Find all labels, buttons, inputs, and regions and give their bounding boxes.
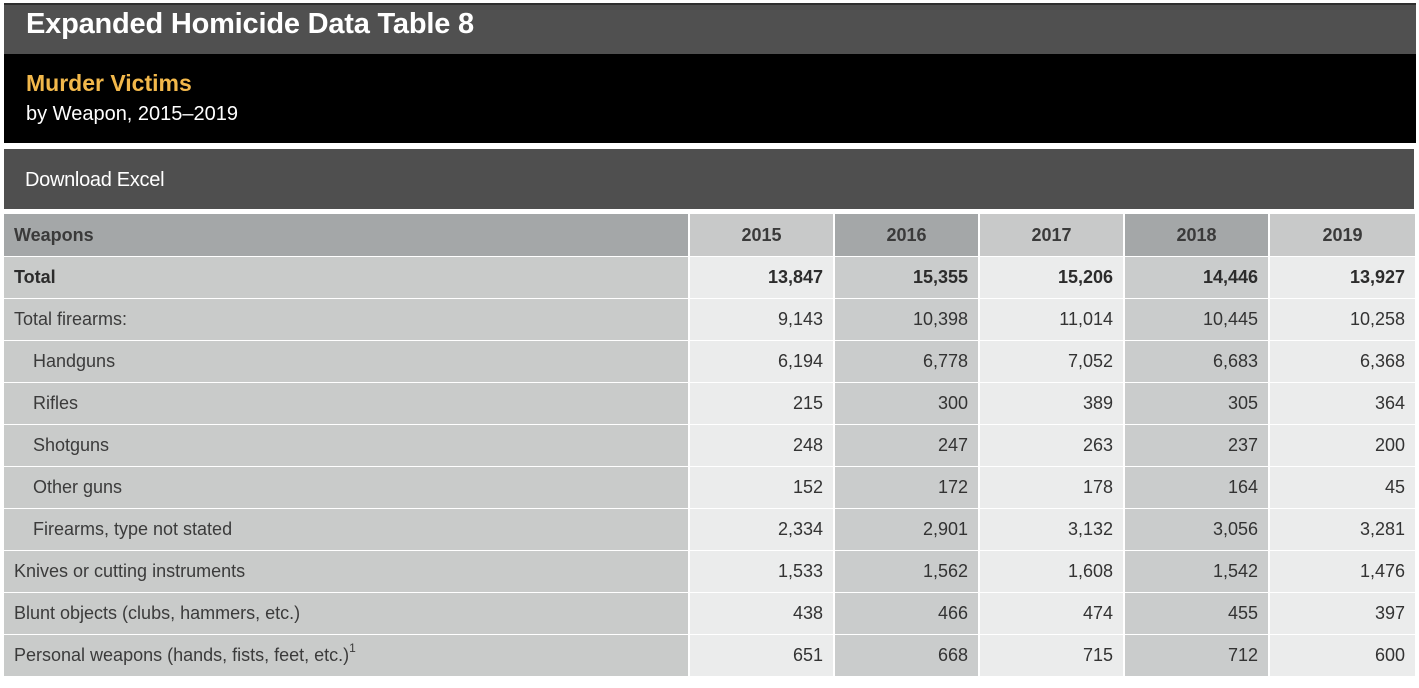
row-label-text: Knives or cutting instruments xyxy=(14,561,246,581)
table-row: Handguns 6,194 6,778 7,052 6,683 6,368 xyxy=(4,341,1415,383)
table-cell: 13,847 xyxy=(690,257,835,299)
table-cell: 668 xyxy=(835,635,980,677)
page-title: Expanded Homicide Data Table 8 xyxy=(26,8,474,40)
weapons-table: Weapons 2015 2016 2017 2018 2019 Total 13… xyxy=(4,214,1415,677)
footnote-marker: 1 xyxy=(349,641,356,655)
row-label-text: Total xyxy=(14,267,56,287)
table-cell: 45 xyxy=(1270,467,1415,509)
row-label: Firearms, type not stated xyxy=(4,509,690,551)
subtitle-box: Murder Victims by Weapon, 2015–2019 xyxy=(4,54,1416,143)
column-header-year[interactable]: 2015 xyxy=(690,214,835,257)
table-subtitle-detail: by Weapon, 2015–2019 xyxy=(26,103,239,125)
table-cell: 438 xyxy=(690,593,835,635)
table-cell: 1,542 xyxy=(1125,551,1270,593)
table-cell: 15,355 xyxy=(835,257,980,299)
table-cell: 152 xyxy=(690,467,835,509)
row-label: Total xyxy=(4,257,690,299)
table-cell: 248 xyxy=(690,425,835,467)
table-cell: 1,608 xyxy=(980,551,1125,593)
table-row: Total firearms: 9,143 10,398 11,014 10,445 10… xyxy=(4,299,1415,341)
row-label-text: Shotguns xyxy=(33,435,110,455)
table-row: Rifles 215 300 389 305 364 xyxy=(4,383,1415,425)
column-header-year[interactable]: 2017 xyxy=(980,214,1125,257)
table-cell: 3,056 xyxy=(1125,509,1270,551)
table-row: Knives or cutting instruments 1,533 1,562 1… xyxy=(4,551,1415,593)
table-cell: 2,901 xyxy=(835,509,980,551)
row-label: Personal weapons (hands, fists, feet, et… xyxy=(4,635,690,677)
row-label-text: Blunt objects (clubs, hammers, etc.) xyxy=(14,603,301,623)
row-label-text: Handguns xyxy=(33,351,116,371)
table-row: Blunt objects (clubs, hammers, etc.) 438 4… xyxy=(4,593,1415,635)
table-row: Personal weapons (hands, fists, feet, et… xyxy=(4,635,1415,677)
table-cell: 1,562 xyxy=(835,551,980,593)
row-label: Other guns xyxy=(4,467,690,509)
row-label-text: Personal weapons (hands, fists, feet, et… xyxy=(14,645,350,665)
table-cell: 6,683 xyxy=(1125,341,1270,383)
row-label-text: Firearms, type not stated xyxy=(33,519,233,539)
table-cell: 237 xyxy=(1125,425,1270,467)
table-cell: 715 xyxy=(980,635,1125,677)
row-label: Shotguns xyxy=(4,425,690,467)
row-label: Blunt objects (clubs, hammers, etc.) xyxy=(4,593,690,635)
table-row: Shotguns 248 247 263 237 200 xyxy=(4,425,1415,467)
table-cell: 364 xyxy=(1270,383,1415,425)
row-label-text: Other guns xyxy=(33,477,123,497)
table-cell: 200 xyxy=(1270,425,1415,467)
table-subtitle: Murder Victims xyxy=(26,70,192,96)
row-label: Handguns xyxy=(4,341,690,383)
table-cell: 466 xyxy=(835,593,980,635)
table-cell: 14,446 xyxy=(1125,257,1270,299)
table-cell: 712 xyxy=(1125,635,1270,677)
title-bar: Expanded Homicide Data Table 8 xyxy=(4,3,1416,54)
table-cell: 13,927 xyxy=(1270,257,1415,299)
download-bar: Download Excel xyxy=(4,149,1414,209)
row-label: Total firearms: xyxy=(4,299,690,341)
table-cell: 10,445 xyxy=(1125,299,1270,341)
table-cell: 263 xyxy=(980,425,1125,467)
table-cell: 15,206 xyxy=(980,257,1125,299)
column-header-weapons[interactable]: Weapons xyxy=(4,214,690,257)
table-row: Firearms, type not stated 2,334 2,901 3,132… xyxy=(4,509,1415,551)
table-cell: 389 xyxy=(980,383,1125,425)
download-excel-link[interactable]: Download Excel xyxy=(25,169,165,191)
row-label: Knives or cutting instruments xyxy=(4,551,690,593)
table-cell: 305 xyxy=(1125,383,1270,425)
column-header-year[interactable]: 2018 xyxy=(1125,214,1270,257)
table-cell: 455 xyxy=(1125,593,1270,635)
table-row: Other guns 152 172 178 164 45 xyxy=(4,467,1415,509)
table-cell: 178 xyxy=(980,467,1125,509)
table-cell: 6,368 xyxy=(1270,341,1415,383)
table-cell: 9,143 xyxy=(690,299,835,341)
table-cell: 11,014 xyxy=(980,299,1125,341)
table-cell: 172 xyxy=(835,467,980,509)
table-cell: 3,281 xyxy=(1270,509,1415,551)
table-cell: 474 xyxy=(980,593,1125,635)
table-cell: 3,132 xyxy=(980,509,1125,551)
table-cell: 2,334 xyxy=(690,509,835,551)
table-cell: 300 xyxy=(835,383,980,425)
table-cell: 10,398 xyxy=(835,299,980,341)
table-header-row: Weapons 2015 2016 2017 2018 2019 xyxy=(4,214,1415,257)
table-cell: 215 xyxy=(690,383,835,425)
column-header-year[interactable]: 2019 xyxy=(1270,214,1415,257)
table-cell: 247 xyxy=(835,425,980,467)
table-cell: 651 xyxy=(690,635,835,677)
table-cell: 1,476 xyxy=(1270,551,1415,593)
table-cell: 1,533 xyxy=(690,551,835,593)
table-cell: 10,258 xyxy=(1270,299,1415,341)
table-cell: 397 xyxy=(1270,593,1415,635)
column-header-year[interactable]: 2016 xyxy=(835,214,980,257)
table-cell: 7,052 xyxy=(980,341,1125,383)
row-label-text: Total firearms: xyxy=(14,309,128,329)
table-cell: 6,778 xyxy=(835,341,980,383)
table-cell: 6,194 xyxy=(690,341,835,383)
table-row: Total 13,847 15,355 15,206 14,446 13,927 xyxy=(4,257,1415,299)
row-label-text: Rifles xyxy=(33,393,79,413)
row-label: Rifles xyxy=(4,383,690,425)
table-cell: 600 xyxy=(1270,635,1415,677)
table-cell: 164 xyxy=(1125,467,1270,509)
